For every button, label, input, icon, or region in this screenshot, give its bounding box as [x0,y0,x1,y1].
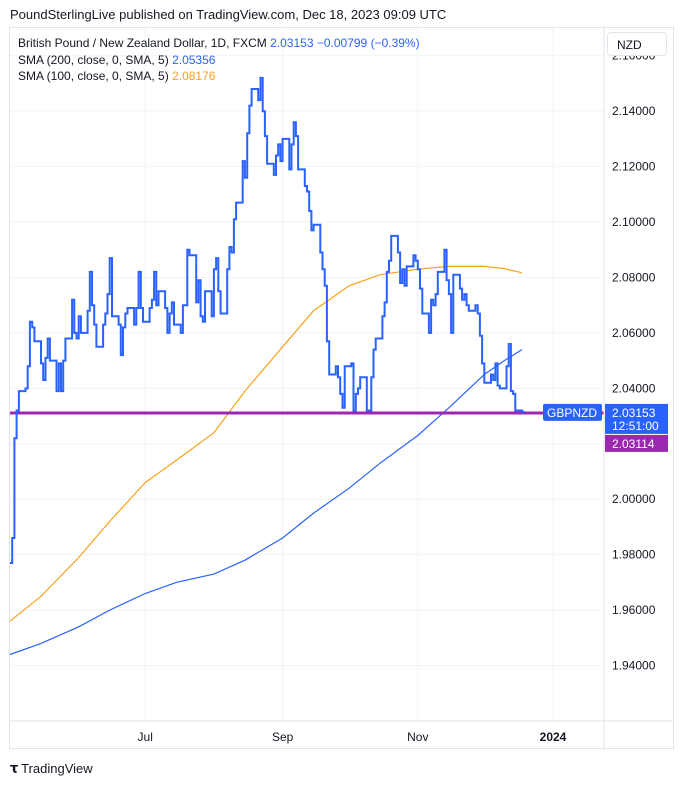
line-price-label: 2.03114 [612,437,655,451]
line-price-bg [605,434,668,452]
y-tick-label: 1.98000 [612,548,656,562]
y-tick-label: 2.10000 [612,215,656,229]
chart-legend: British Pound / New Zealand Dollar, 1D, … [18,35,420,85]
y-tick-label: 1.94000 [612,659,656,673]
last-price-bg [605,403,668,434]
x-tick-label: Sep [272,730,294,744]
price-line [10,76,525,564]
legend-sma100-value: 2.08176 [172,69,216,83]
legend-sma200-row[interactable]: SMA (200, close, 0, SMA, 5) 2.05356 [18,52,420,69]
symbol-tag-bg [543,403,602,421]
series-layer [9,76,604,656]
y-tick-label: 2.00000 [612,492,656,506]
publisher-line: PoundSterlingLive published on TradingVi… [10,7,447,22]
x-tick-label: Nov [407,730,428,744]
legend-symbol-name: British Pound / New Zealand Dollar, 1D, … [18,36,267,50]
symbol-tag: GBPNZD [547,406,597,420]
chart-frame [9,27,674,749]
grid-layer [10,28,604,721]
y-tick-label: 2.14000 [612,104,656,118]
last-price-label: 2.03153 [612,406,656,420]
currency-button[interactable]: NZD [607,32,667,56]
time-axis: Jul Sep Nov 2024 [9,720,674,744]
legend-symbol-row[interactable]: British Pound / New Zealand Dollar, 1D, … [18,35,420,52]
y-tick-label: 2.08000 [612,270,656,284]
sma100-line [9,265,523,622]
price-axis: 2.160002.140002.120002.100002.080002.060… [603,28,656,749]
legend-symbol-change: −0.00799 (−0.39%) [316,36,420,50]
legend-sma100-row[interactable]: SMA (100, close, 0, SMA, 5) 2.08176 [18,68,420,85]
footer-brand-text: TradingView [21,761,93,776]
y-tick-label: 2.12000 [612,160,656,174]
legend-sma100-name: SMA (100, close, 0, SMA, 5) [18,69,169,83]
x-tick-label: 2024 [540,730,567,744]
sma200-line [9,349,523,656]
legend-sma200-value: 2.05356 [172,52,216,67]
tradingview-logo-icon: ꚍ [10,760,18,776]
y-tick-label: 2.06000 [612,326,656,340]
legend-symbol-last: 2.03153 [270,36,314,50]
y-tick-label: 2.04000 [612,381,656,395]
y-tick-label: 1.96000 [612,603,656,617]
x-tick-label: Jul [138,730,153,744]
legend-sma200-name: SMA (200, close, 0, SMA, 5) [18,52,169,67]
countdown-label: 12:51:00 [612,419,659,433]
footer-brand[interactable]: ꚍ TradingView [10,760,93,777]
